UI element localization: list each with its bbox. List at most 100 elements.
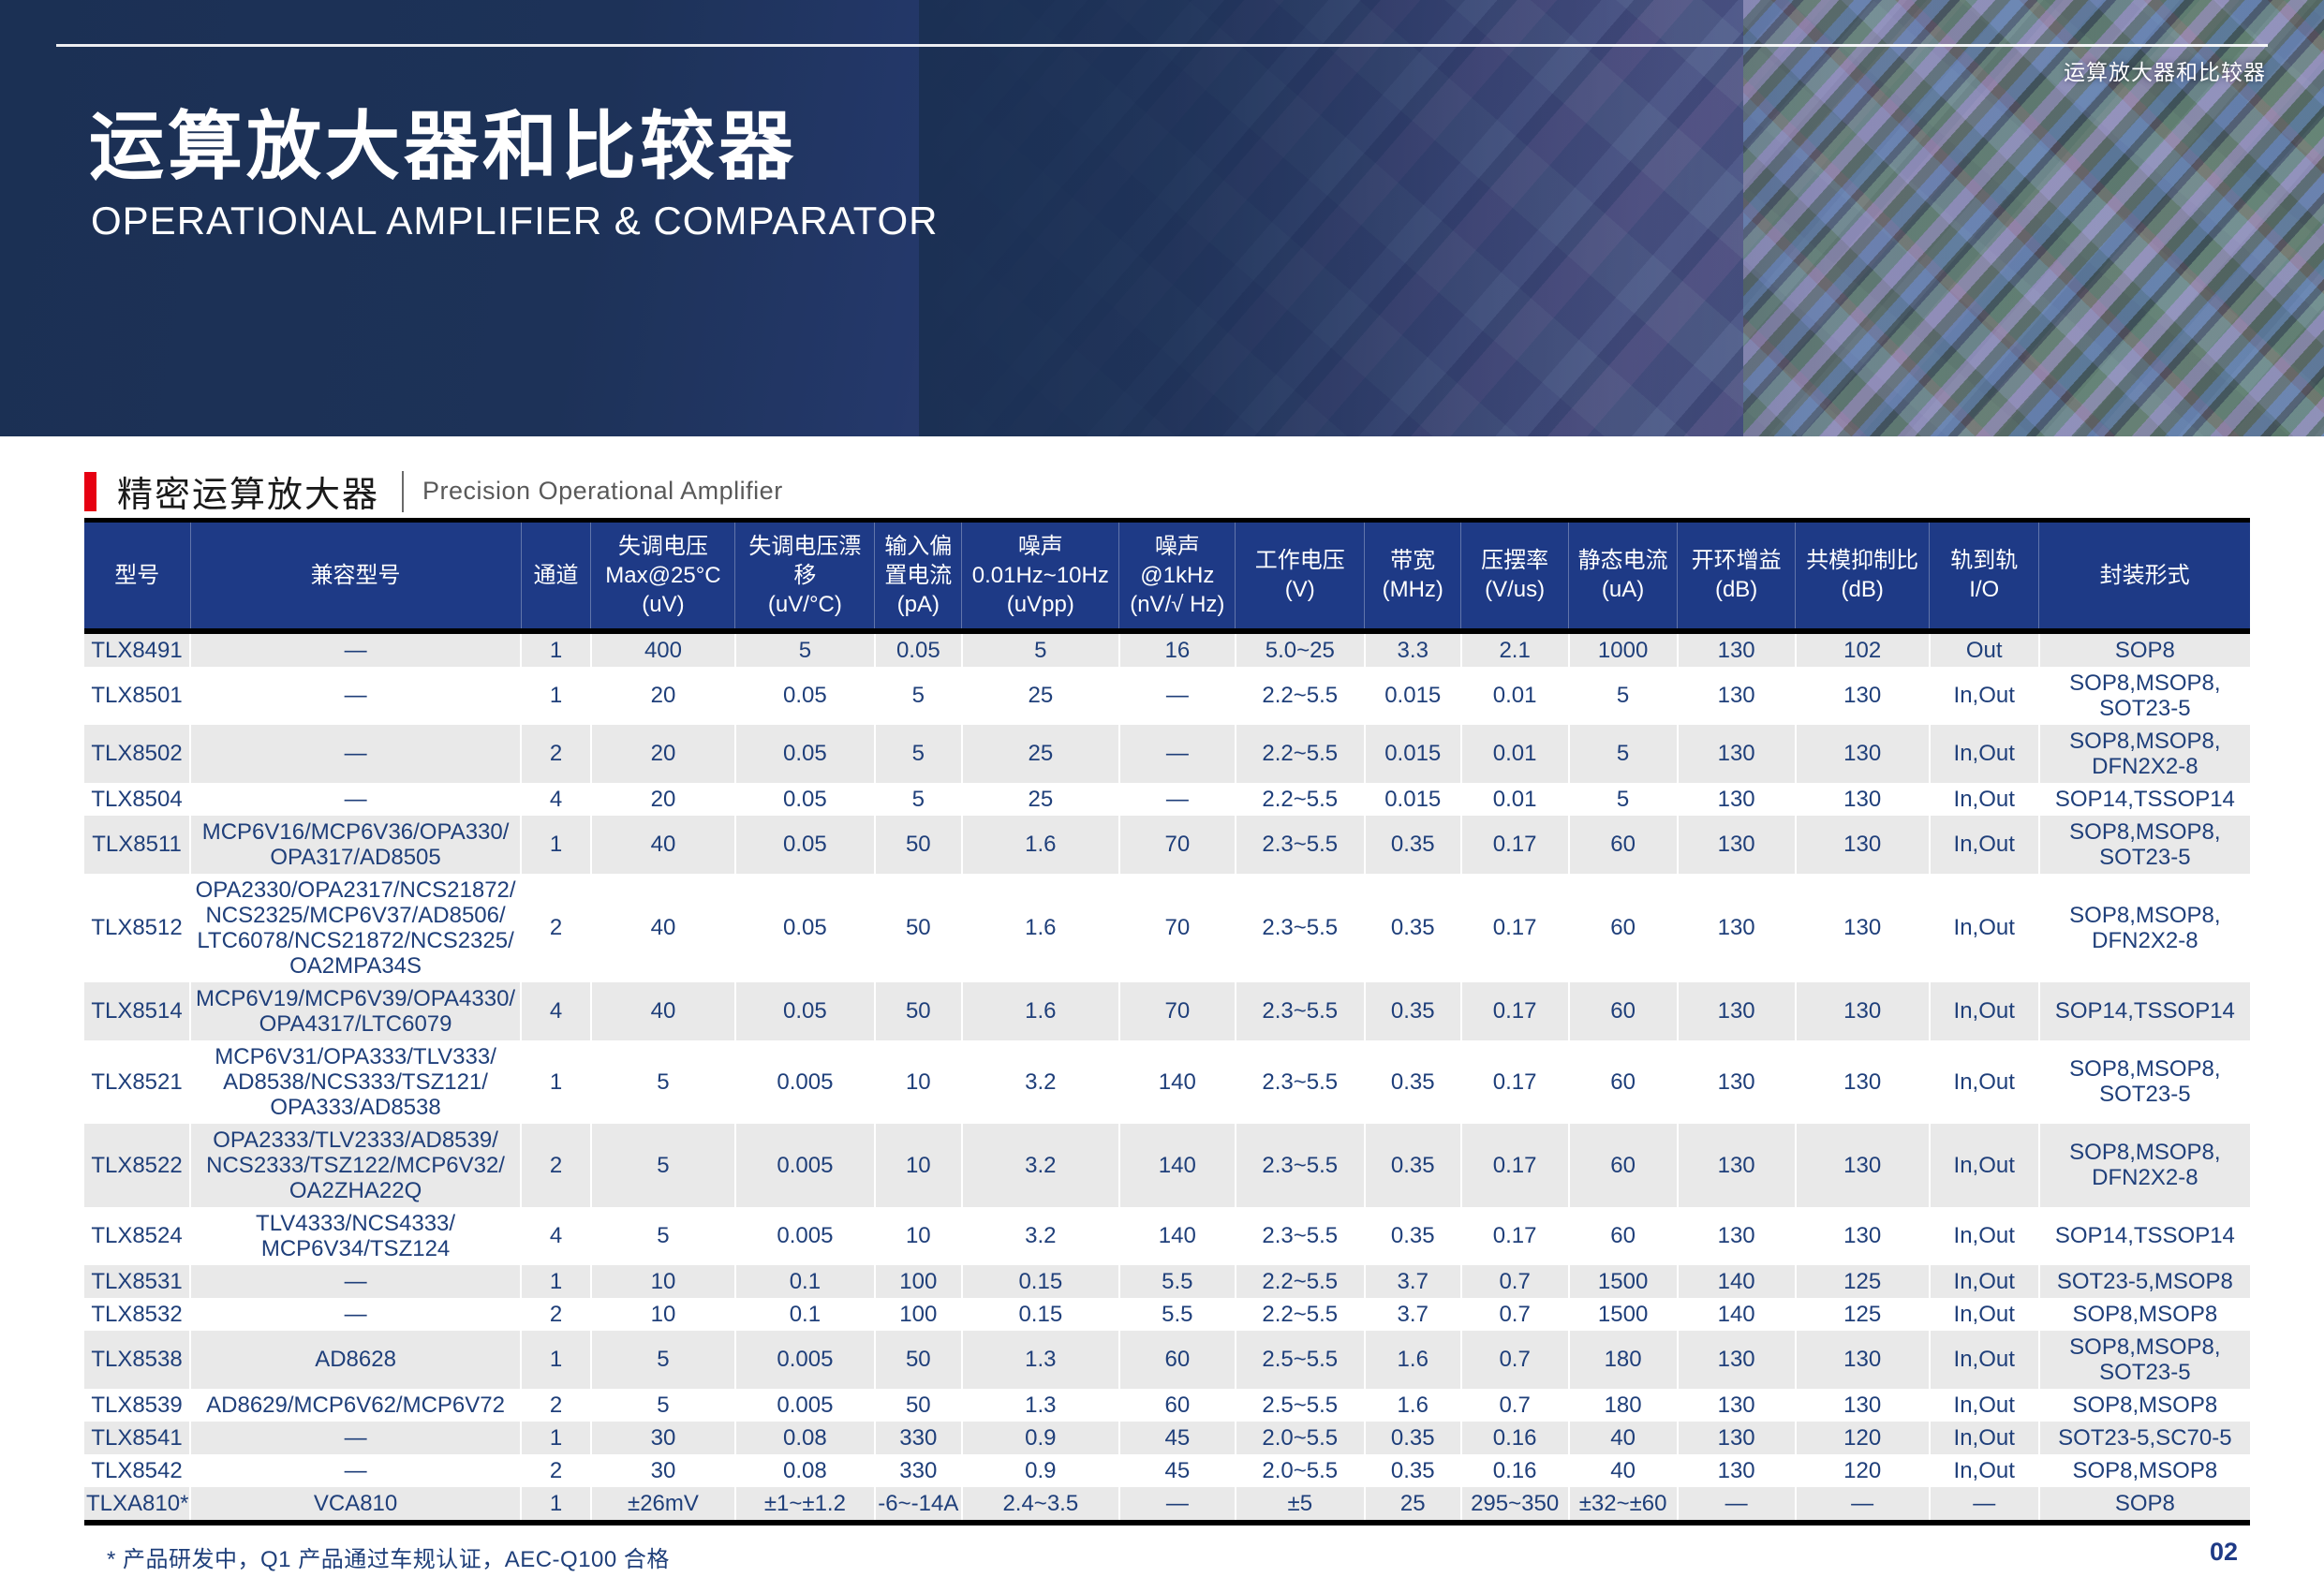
spec-table-container: 型号 兼容型号 通道 失调电压 Max@25°C (uV) 失调电压漂移 (uV/°C)… — [84, 518, 2250, 1525]
table-cell: 1.6 — [961, 981, 1120, 1040]
table-cell: 0.35 — [1364, 981, 1462, 1040]
table-row: TLX8491—1 400 5 0.05 5 16 5.0~25 3.3 2.1 1000 130 1… — [84, 630, 2250, 667]
table-cell: In,Out — [1929, 1297, 2040, 1331]
table-cell: 4 — [521, 1206, 592, 1265]
column-header: 静态电流 (uA) — [1568, 520, 1679, 634]
table-cell: 102 — [1795, 630, 1931, 667]
table-cell: 50 — [874, 1388, 963, 1422]
table-cell: 2.4~3.5 — [961, 1486, 1120, 1523]
table-cell: 0.35 — [1364, 873, 1462, 982]
column-header: 失调电压 Max@25°C (uV) — [590, 520, 736, 634]
table-cell: 1 — [521, 1421, 592, 1454]
table-cell: ±1~±1.2 — [734, 1486, 876, 1523]
model-cell: TLX8501 — [84, 666, 192, 725]
table-cell: — — [1929, 1486, 2040, 1523]
model-cell: TLX8514 — [84, 981, 192, 1040]
table-cell: — — [190, 666, 523, 725]
table-cell: 0.7 — [1460, 1297, 1570, 1331]
table-cell: 130 — [1677, 1123, 1797, 1207]
table-cell: 30 — [590, 1421, 736, 1454]
table-cell: In,Out — [1929, 1039, 2040, 1124]
table-cell: 2.0~5.5 — [1235, 1453, 1366, 1487]
table-cell: 0.005 — [734, 1206, 876, 1265]
table-cell: 1 — [521, 1039, 592, 1124]
table-cell: 5 — [734, 630, 876, 667]
table-cell: 1 — [521, 630, 592, 667]
page-number: 02 — [2209, 1538, 2238, 1566]
table-cell: 60 — [1118, 1388, 1236, 1422]
table-cell: SOP8 — [2114, 1490, 2175, 1516]
table-cell: 130 — [1795, 1388, 1931, 1422]
table-cell: 10 — [874, 1206, 963, 1265]
table-cell: 1.6 — [961, 815, 1120, 874]
table-cell: 140 — [1118, 1039, 1236, 1124]
table-cell: 0.35 — [1364, 1123, 1462, 1207]
table-cell: 0.7 — [1460, 1388, 1570, 1422]
table-cell: — — [190, 630, 523, 667]
table-cell: 25 — [961, 782, 1120, 816]
table-cell: In,Out — [1929, 1206, 2040, 1265]
table-cell: 0.05 — [734, 815, 876, 874]
table-cell: 25 — [1364, 1486, 1462, 1523]
table-cell: SOP8 — [2114, 637, 2175, 663]
table-cell: 180 — [1568, 1330, 1679, 1389]
table-cell: 1.6 — [1364, 1330, 1462, 1389]
model-cell: TLX8524 — [84, 1206, 192, 1265]
table-row: TLX8522 OPA2333/TLV2333/AD8539/ NCS2333/T… — [84, 1123, 2250, 1207]
table-cell: 130 — [1677, 630, 1797, 667]
column-header: 噪声 @1kHz (nV/√ Hz) — [1118, 520, 1236, 634]
table-cell: 0.35 — [1364, 1039, 1462, 1124]
table-cell: 0.17 — [1460, 815, 1570, 874]
table-cell: 3.3 — [1364, 630, 1462, 667]
table-cell: 0.35 — [1364, 815, 1462, 874]
table-cell: 3.7 — [1364, 1264, 1462, 1298]
column-header: 失调电压漂移 (uV/°C) — [734, 520, 876, 634]
table-cell: 0.015 — [1364, 782, 1462, 816]
table-cell: 2 — [521, 1453, 592, 1487]
table-cell: 0.17 — [1460, 1206, 1570, 1265]
table-cell: 5.5 — [1118, 1264, 1236, 1298]
table-cell: 130 — [1677, 981, 1797, 1040]
table-cell: 20 — [590, 666, 736, 725]
table-cell: 10 — [590, 1264, 736, 1298]
column-header: 输入偏 置电流 (pA) — [874, 520, 963, 634]
table-cell: 0.05 — [734, 981, 876, 1040]
table-cell: 130 — [1677, 815, 1797, 874]
table-cell: In,Out — [1929, 1453, 2040, 1487]
table-cell: 70 — [1118, 981, 1236, 1040]
table-cell: 4 — [521, 981, 592, 1040]
table-cell: 130 — [1795, 1206, 1931, 1265]
table-cell: 2 — [521, 1123, 592, 1207]
table-cell: In,Out — [1929, 981, 2040, 1040]
table-cell: 130 — [1677, 1421, 1797, 1454]
table-cell: 5 — [874, 724, 963, 783]
table-cell: 30 — [590, 1453, 736, 1487]
model-cell: TLX8502 — [84, 724, 192, 783]
table-cell: 130 — [1677, 666, 1797, 725]
model-cell: TLX8542 — [84, 1453, 192, 1487]
table-row: TLX8524 TLV4333/NCS4333/ MCP6V34/TSZ124 4 5… — [84, 1206, 2250, 1265]
table-cell: 295~350 — [1460, 1486, 1570, 1523]
table-cell: AD8629/MCP6V62/MCP6V72 — [190, 1388, 523, 1422]
table-cell: 1 — [521, 815, 592, 874]
table-row: TLX8539 AD8629/MCP6V62/MCP6V72 2 5 0.005 50 1.… — [84, 1388, 2250, 1422]
table-cell: MCP6V16/MCP6V36/OPA330/ OPA317/AD8505 — [190, 815, 523, 874]
table-cell: SOP8,MSOP8, SOT23-5 — [2069, 670, 2221, 721]
table-cell: 130 — [1677, 1206, 1797, 1265]
table-cell: 130 — [1677, 1388, 1797, 1422]
table-cell: In,Out — [1929, 1123, 2040, 1207]
table-cell: In,Out — [1929, 1264, 2040, 1298]
table-cell: SOP8,MSOP8, DFN2X2-8 — [2069, 902, 2221, 953]
table-cell: 50 — [874, 873, 963, 982]
table-cell: ±32~±60 — [1568, 1486, 1679, 1523]
table-cell: 0.05 — [734, 873, 876, 982]
table-cell: 0.7 — [1460, 1330, 1570, 1389]
model-cell: TLX8521 — [84, 1039, 192, 1124]
table-cell: 1 — [521, 1264, 592, 1298]
table-cell: 130 — [1795, 724, 1931, 783]
footnote: * 产品研发中，Q1 产品通过车规认证，AEC-Q100 合格 — [107, 1547, 670, 1572]
table-cell: 50 — [874, 815, 963, 874]
table-cell: 20 — [590, 782, 736, 816]
table-row: TLX8532—2 10 0.1 100 0.15 5.5 2.2~5.5 3.7 0.7 150… — [84, 1297, 2250, 1331]
table-cell: 130 — [1795, 873, 1931, 982]
